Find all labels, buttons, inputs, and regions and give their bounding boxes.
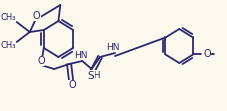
Text: O: O <box>202 49 210 58</box>
Text: HN: HN <box>106 43 119 52</box>
Text: O: O <box>32 11 40 21</box>
Text: CH₃: CH₃ <box>0 42 16 51</box>
Text: HN: HN <box>74 51 88 59</box>
Text: O: O <box>68 80 75 90</box>
Text: NH: NH <box>86 70 100 79</box>
Text: O: O <box>37 56 45 66</box>
Text: S: S <box>87 71 94 81</box>
Text: CH₃: CH₃ <box>0 14 16 23</box>
